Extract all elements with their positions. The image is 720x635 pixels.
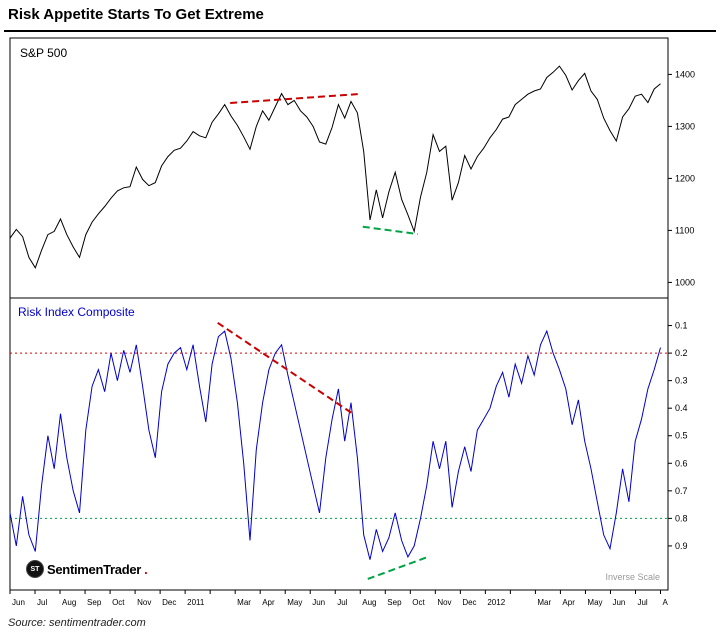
x-tick-label: May: [287, 598, 302, 607]
x-tick-label: Aug: [62, 598, 76, 607]
sentimentrader-logo-accent: .: [144, 561, 148, 577]
title-underline: [4, 30, 716, 32]
y-tick-label: 1000: [675, 277, 695, 287]
y-tick-label: 0.2: [675, 348, 688, 358]
sp500-series-line: [9, 65, 661, 269]
trendline: [367, 556, 429, 580]
x-tick-label: Dec: [462, 598, 476, 607]
y-tick-label: 1200: [675, 173, 695, 183]
x-tick-label: Jun: [12, 598, 25, 607]
x-tick-label: Dec: [162, 598, 176, 607]
y-tick-label: 0.8: [675, 513, 688, 523]
x-tick-label: Jun: [312, 598, 325, 607]
x-tick-label: 2012: [487, 598, 505, 607]
sentimentrader-logo-text: SentimenTrader: [47, 561, 142, 577]
source-attribution: Source: sentimentrader.com: [8, 617, 146, 629]
x-tick-label: Mar: [237, 598, 251, 607]
x-tick-label: Jul: [337, 598, 347, 607]
inverse-scale-note: Inverse Scale: [605, 572, 660, 582]
y-tick-label: 1300: [675, 121, 695, 131]
risk-index-panel-label: Risk Index Composite: [18, 305, 135, 319]
x-tick-label: Mar: [537, 598, 551, 607]
x-tick-label: Nov: [437, 598, 451, 607]
sentimentrader-logo-icon: ST: [26, 560, 44, 578]
x-tick-label: 2011: [187, 598, 205, 607]
y-tick-label: 0.3: [675, 376, 688, 386]
y-tick-label: 1400: [675, 69, 695, 79]
y-tick-label: 0.4: [675, 403, 688, 413]
x-tick-label: Aug: [362, 598, 376, 607]
y-tick-label: 0.9: [675, 541, 688, 551]
trendline: [217, 321, 354, 415]
sentimentrader-logo: ST SentimenTrader .: [26, 560, 148, 578]
x-tick-label: Sep: [387, 598, 402, 607]
y-tick-label: 0.1: [675, 321, 688, 331]
panel-border: [9, 37, 669, 299]
x-tick-label: May: [587, 598, 602, 607]
trendline: [230, 93, 358, 104]
x-tick-label: Jul: [637, 598, 647, 607]
x-tick-label: Apr: [562, 598, 575, 607]
y-tick-label: 1100: [675, 225, 694, 235]
y-tick-label: 0.5: [675, 431, 688, 441]
x-tick-label: Jul: [37, 598, 47, 607]
x-tick-label: Apr: [262, 598, 275, 607]
y-tick-label: 0.7: [675, 486, 688, 496]
x-tick-label: Nov: [137, 598, 151, 607]
risk-series-line: [9, 329, 661, 560]
trendline: [362, 225, 418, 236]
page-title: Risk Appetite Starts To Get Extreme: [8, 6, 264, 23]
x-tick-label: Jun: [612, 598, 625, 607]
sp500-panel-label: S&P 500: [20, 46, 68, 60]
x-tick-label: Sep: [87, 598, 102, 607]
y-tick-label: 0.6: [675, 458, 688, 468]
x-tick-label: Oct: [112, 598, 125, 607]
x-tick-label: Oct: [412, 598, 425, 607]
x-tick-label: A: [662, 598, 668, 607]
panel-border: [9, 297, 669, 591]
